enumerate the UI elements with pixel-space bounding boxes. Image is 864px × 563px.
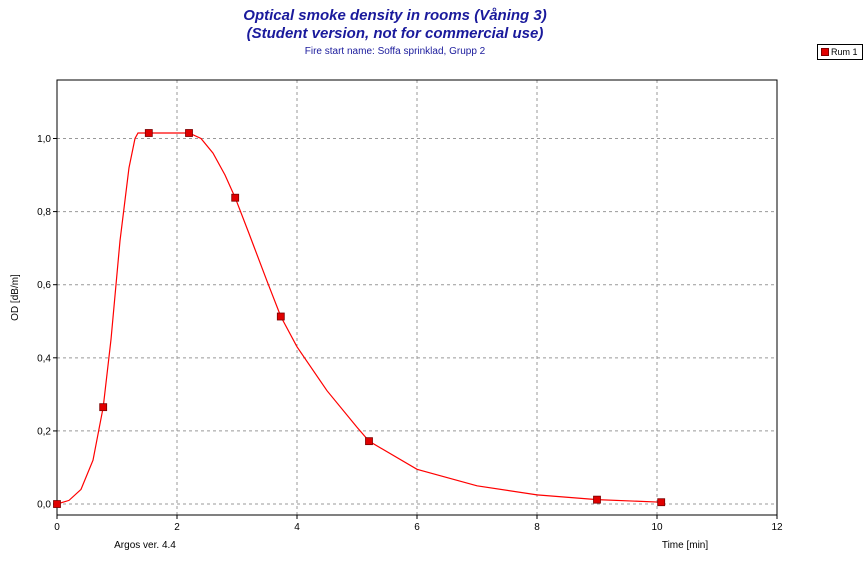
legend-swatch-rum-1 (821, 48, 829, 56)
data-point (276, 312, 285, 321)
data-point (99, 403, 108, 412)
grid-lines (57, 80, 777, 515)
y-axis-label: OD [dB/m] (10, 274, 21, 321)
x-tick-label: 2 (174, 522, 180, 533)
series-line-rum-1 (56, 132, 662, 505)
y-tick-label: 1,0 (37, 134, 51, 145)
y-tick-label: 0,0 (37, 500, 51, 511)
data-point (365, 437, 373, 446)
legend: Rum 1 (817, 44, 863, 60)
x-tick-label: 10 (651, 522, 663, 533)
data-point (657, 498, 666, 507)
x-axis-label: Time [min] (662, 540, 709, 551)
series-group (53, 129, 666, 508)
data-point (53, 500, 61, 508)
chart-title: Optical smoke density in rooms (Våning 3… (243, 7, 547, 24)
legend-label-rum-1: Rum 1 (831, 47, 858, 57)
y-tick-label: 0,6 (37, 280, 51, 291)
x-tick-label: 4 (294, 522, 300, 533)
data-point (231, 193, 240, 202)
y-tick-label: 0,8 (37, 207, 51, 218)
data-point (144, 129, 153, 137)
x-tick-label: 0 (54, 522, 60, 533)
axis-ticks: 0 2 4 6 8 10 12 0,0 0,2 0,4 0,6 0,8 1,0 (37, 134, 783, 533)
x-tick-label: 8 (534, 522, 540, 533)
data-point (185, 129, 193, 137)
data-point (593, 495, 601, 504)
fire-start-name: Fire start name: Soffa sprinklad, Grupp … (304, 46, 486, 57)
x-tick-label: 12 (771, 522, 783, 533)
chart-subtitle: (Student version, not for commercial use… (246, 25, 544, 42)
x-tick-label: 6 (414, 522, 420, 533)
y-tick-label: 0,2 (37, 426, 51, 437)
argos-version-label: Argos ver. 4.4 (114, 540, 176, 551)
y-tick-label: 0,4 (37, 353, 51, 364)
